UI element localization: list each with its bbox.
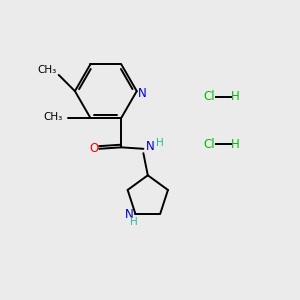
Text: CH₃: CH₃ xyxy=(44,112,63,122)
Text: Cl: Cl xyxy=(203,91,214,103)
Text: Cl: Cl xyxy=(203,138,214,151)
Text: H: H xyxy=(231,138,240,151)
Text: N: N xyxy=(146,140,154,153)
Text: CH₃: CH₃ xyxy=(37,65,56,76)
Text: O: O xyxy=(89,142,98,155)
Text: H: H xyxy=(156,138,164,148)
Text: H: H xyxy=(130,217,138,227)
Text: N: N xyxy=(125,208,134,221)
Text: N: N xyxy=(138,87,147,100)
Text: H: H xyxy=(231,91,240,103)
